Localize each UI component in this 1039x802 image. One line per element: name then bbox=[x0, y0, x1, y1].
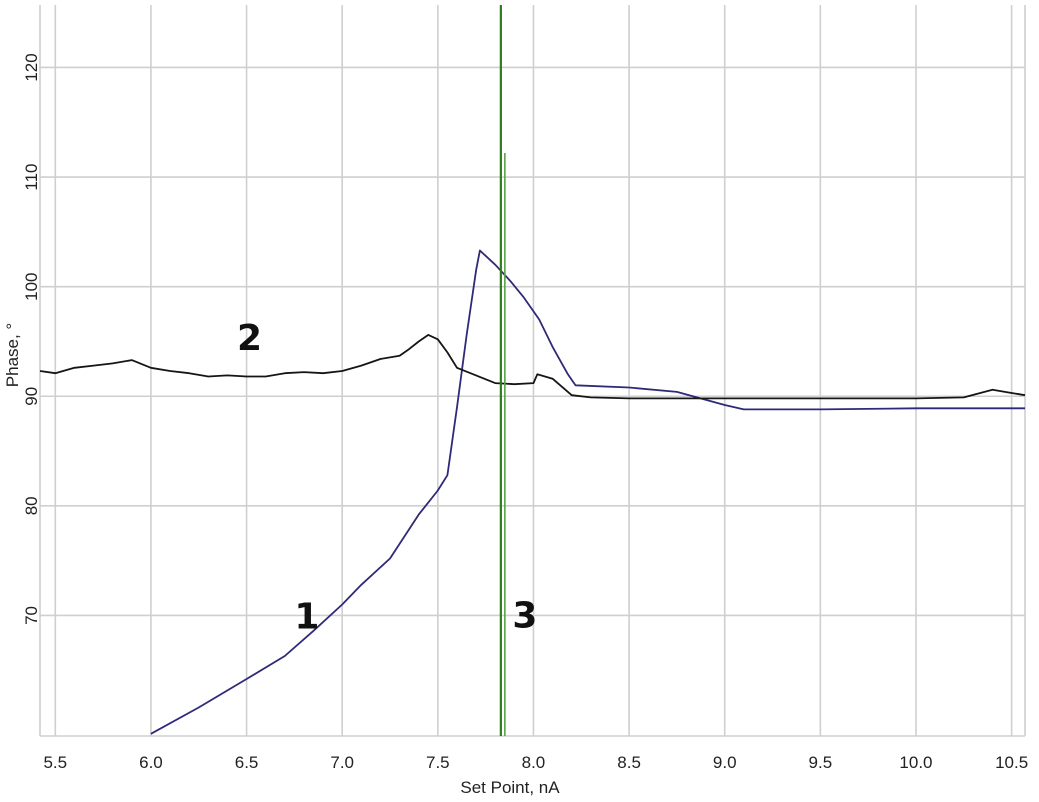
x-tick-label: 5.5 bbox=[43, 753, 67, 772]
x-tick-label: 7.0 bbox=[330, 753, 354, 772]
series-lines bbox=[39, 5, 1026, 736]
y-tick-label: 70 bbox=[22, 606, 41, 625]
x-axis-label: Set Point, nA bbox=[460, 778, 560, 797]
series-2-label: 2 bbox=[237, 318, 262, 359]
grid bbox=[39, 5, 1026, 737]
x-tick-label: 6.0 bbox=[139, 753, 163, 772]
x-tick-label: 10.0 bbox=[899, 753, 932, 772]
x-tick-label: 9.5 bbox=[809, 753, 833, 772]
y-tick-label: 120 bbox=[22, 53, 41, 81]
series-2-line bbox=[39, 333, 1026, 400]
x-tick-label: 10.5 bbox=[995, 753, 1028, 772]
x-tick-label: 8.5 bbox=[617, 753, 641, 772]
y-axis-label: Phase, ° bbox=[3, 323, 22, 387]
x-tick-label: 7.5 bbox=[426, 753, 450, 772]
series-1-line bbox=[150, 249, 1025, 735]
series-1-label: 1 bbox=[294, 597, 319, 638]
tick-labels: 5.5 6.0 6.5 7.0 7.5 8.0 8.5 9.0 9.5 10.0 10.5 70 80 9… bbox=[22, 53, 1028, 772]
y-tick-label: 110 bbox=[22, 164, 41, 191]
curve-labels: 1 2 3 bbox=[237, 318, 537, 637]
series-3-label: 3 bbox=[512, 596, 537, 637]
x-tick-label: 6.5 bbox=[235, 753, 259, 772]
x-tick-label: 9.0 bbox=[713, 753, 737, 772]
y-tick-label: 100 bbox=[22, 272, 41, 300]
y-tick-label: 90 bbox=[22, 387, 41, 406]
x-tick-label: 8.0 bbox=[522, 753, 546, 772]
y-tick-label: 80 bbox=[22, 496, 41, 515]
